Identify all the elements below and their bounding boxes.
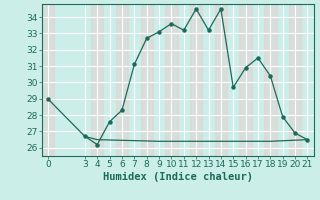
Bar (215, 4, 227, 156)
Bar (140, 4, 153, 156)
Bar (116, 4, 128, 156)
Bar (264, 4, 276, 156)
Bar (239, 4, 252, 156)
Bar (165, 4, 178, 156)
X-axis label: Humidex (Indice chaleur): Humidex (Indice chaleur) (103, 172, 252, 182)
Bar (42, 4, 54, 156)
Bar (91, 4, 103, 156)
Bar (289, 4, 301, 156)
Bar (190, 4, 202, 156)
